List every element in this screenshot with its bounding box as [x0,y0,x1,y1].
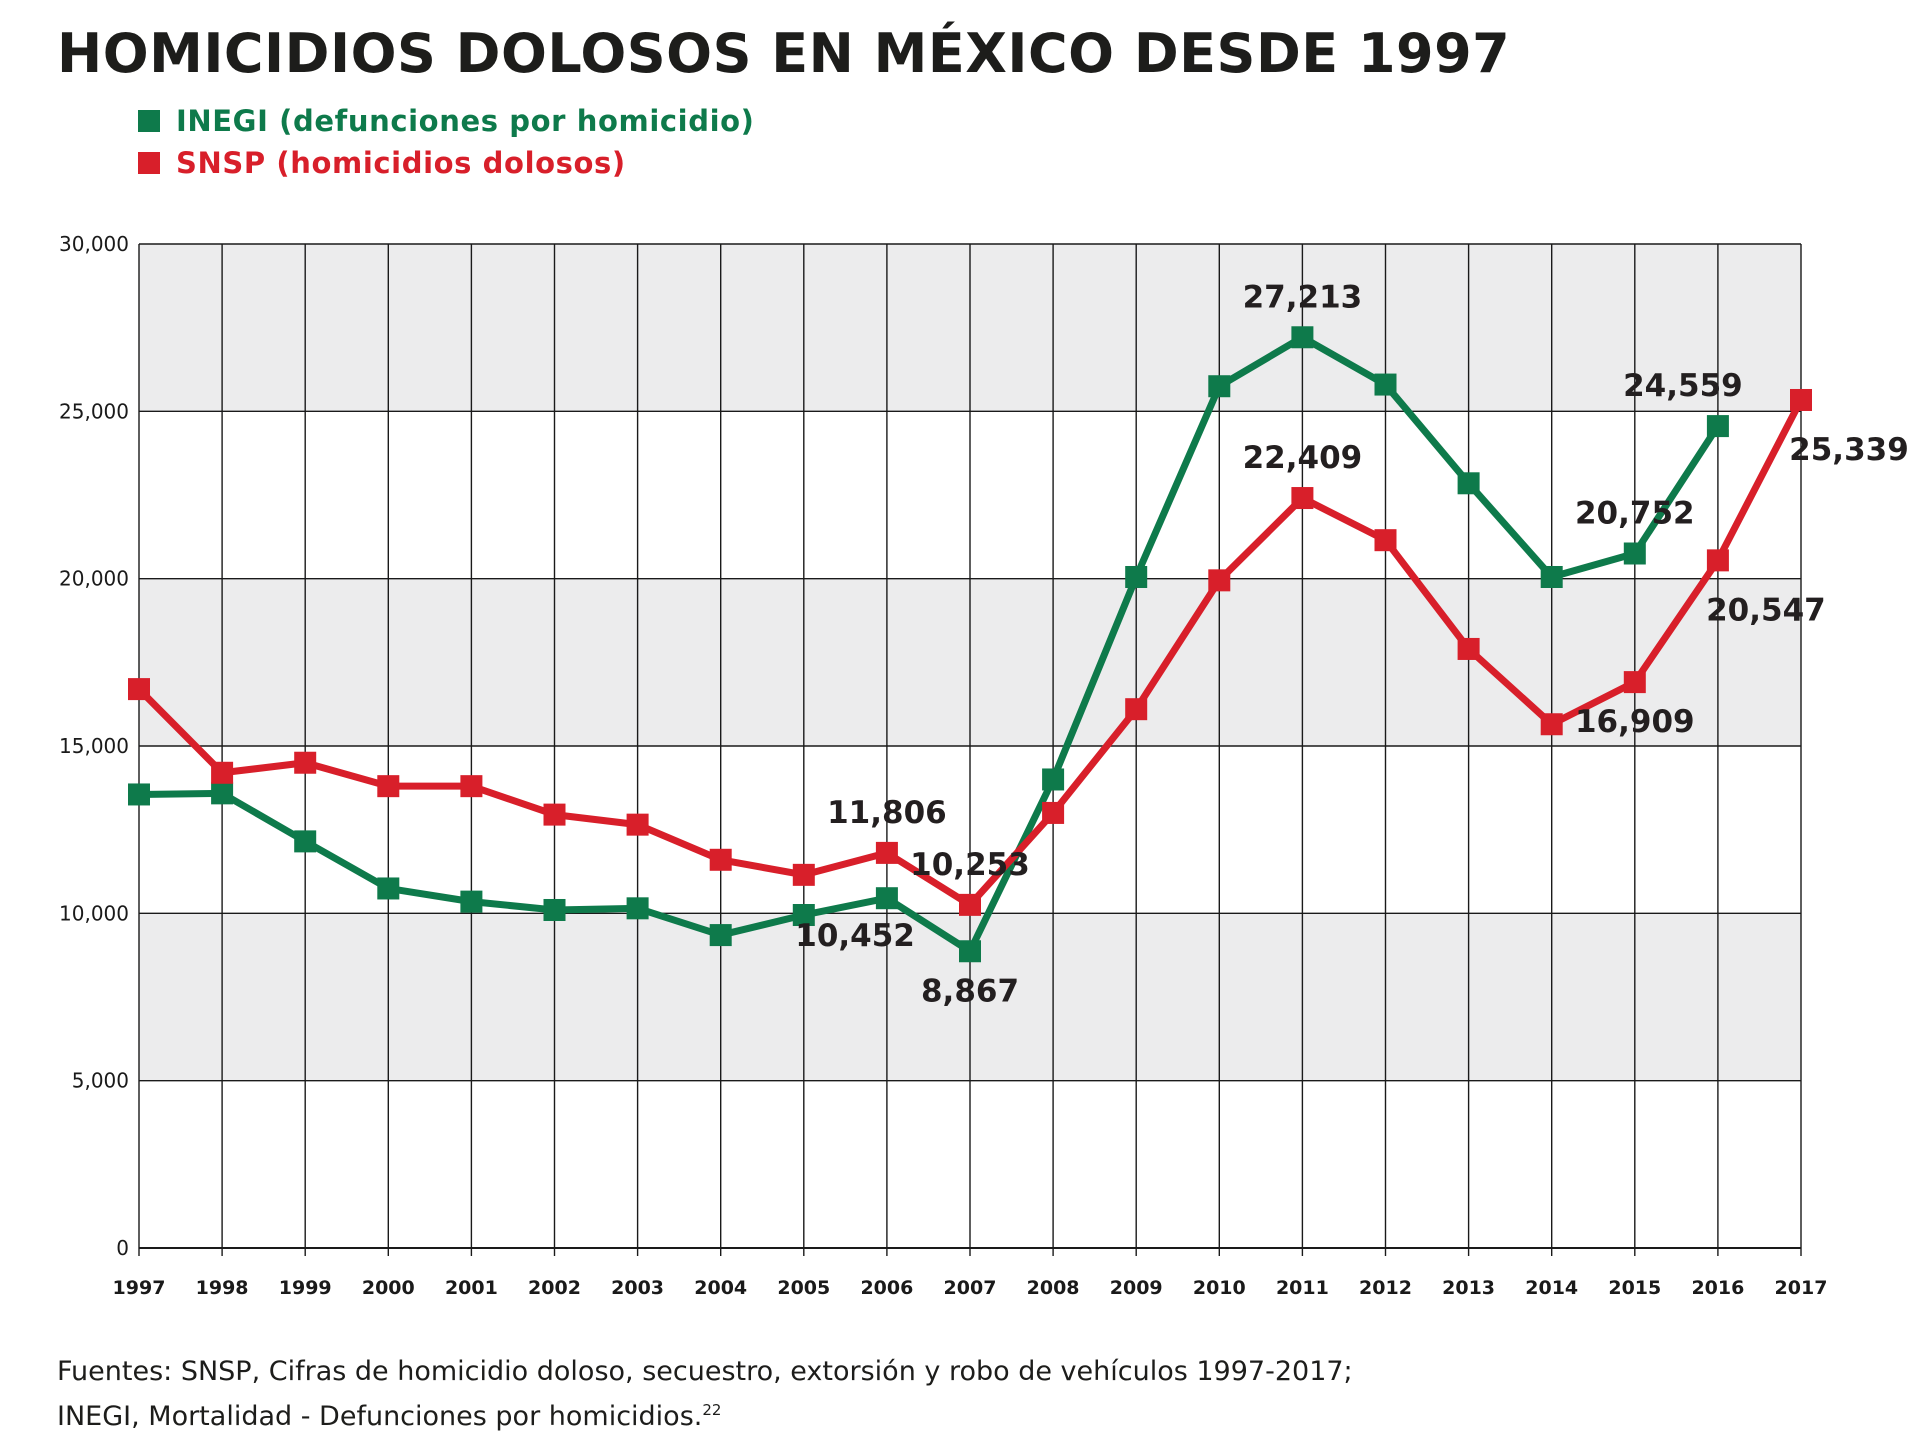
y-tick-label: 5,000 [72,1069,129,1093]
data-point-snsp [1125,698,1148,721]
data-label: 24,559 [1623,368,1743,404]
x-tick-label: 1998 [196,1277,249,1299]
data-point-snsp [1042,801,1065,824]
data-point-snsp [626,813,649,836]
legend-item-inegi: INEGI (defunciones por homicidio) [138,100,755,142]
data-label: 10,452 [795,918,915,954]
y-tick-label: 0 [116,1236,129,1260]
x-tick-label: 2004 [694,1277,747,1299]
data-point-inegi [709,924,732,947]
data-point-snsp [875,841,898,864]
x-tick-label: 2016 [1691,1277,1744,1299]
data-point-inegi [211,782,234,805]
x-tick-label: 2014 [1525,1277,1578,1299]
data-point-snsp [1790,388,1812,411]
y-tick-label: 30,000 [59,232,129,256]
x-tick-label: 2005 [777,1277,830,1299]
data-label: 20,547 [1706,592,1826,628]
legend: INEGI (defunciones por homicidio) SNSP (… [138,100,755,184]
data-point-inegi [543,898,566,921]
x-tick-label: 2012 [1359,1277,1412,1299]
data-label: 16,909 [1575,704,1695,740]
x-tick-label: 2003 [611,1277,664,1299]
data-point-inegi [875,887,898,910]
data-label: 22,409 [1243,440,1363,476]
data-point-inegi [959,940,981,963]
x-tick-label: 1997 [113,1277,166,1299]
data-point-inegi [1623,542,1646,565]
data-point-snsp [709,848,732,871]
data-point-snsp [959,893,981,916]
footnote-marker: 22 [702,1401,722,1419]
data-point-snsp [1457,637,1480,660]
data-point-inegi [792,904,815,927]
legend-swatch-inegi [138,110,160,132]
x-tick-label: 2013 [1442,1277,1495,1299]
x-tick-label: 2008 [1027,1277,1080,1299]
data-point-inegi [1374,373,1397,396]
x-tick-label: 2000 [362,1277,415,1299]
x-tick-label: 2009 [1110,1277,1163,1299]
data-point-snsp [1540,713,1563,736]
data-point-snsp [792,863,815,886]
data-label: 10,253 [910,847,1030,883]
data-point-snsp [1706,549,1729,572]
data-point-inegi [1457,472,1480,495]
data-point-inegi [1208,375,1231,398]
data-label: 20,752 [1575,495,1695,531]
x-tick-label: 2017 [1775,1277,1828,1299]
data-point-snsp [1208,569,1231,592]
data-point-snsp [1291,487,1314,510]
x-tick-label: 2015 [1608,1277,1661,1299]
data-point-snsp [460,775,483,798]
y-tick-label: 15,000 [59,734,129,758]
legend-item-snsp: SNSP (homicidios dolosos) [138,142,755,184]
data-point-snsp [543,803,566,826]
x-tick-label: 2001 [445,1277,498,1299]
x-tick-label: 2011 [1276,1277,1329,1299]
legend-label-inegi: INEGI (defunciones por homicidio) [176,104,755,138]
data-point-inegi [1125,565,1148,588]
chart-title: HOMICIDIOS DOLOSOS EN MÉXICO DESDE 1997 [57,22,1511,85]
data-point-inegi [1291,326,1314,349]
x-tick-label: 2010 [1193,1277,1246,1299]
x-tick-label: 2006 [860,1277,913,1299]
sources-line-2: INEGI, Mortalidad - Defunciones por homi… [57,1391,1353,1436]
data-point-inegi [128,783,150,806]
data-point-inegi [294,830,317,853]
legend-label-snsp: SNSP (homicidios dolosos) [176,146,626,180]
sources-line-1: Fuentes: SNSP, Cifras de homicidio dolos… [57,1356,1353,1387]
data-point-inegi [1540,565,1563,588]
data-label: 8,867 [921,973,1019,1009]
x-tick-label: 2002 [528,1277,581,1299]
data-point-snsp [1374,529,1397,552]
data-point-snsp [294,751,317,774]
line-chart: 0 5,000 10,000 15,000 20,000 25,000 30,000 1997… [59,232,1909,1299]
data-label: 27,213 [1243,279,1363,315]
data-point-snsp [128,678,150,701]
data-point-inegi [1706,415,1729,438]
data-point-snsp [211,761,234,784]
data-point-snsp [377,775,400,798]
data-point-inegi [1042,768,1065,791]
x-tick-label: 2007 [944,1277,997,1299]
y-tick-label: 25,000 [59,399,129,423]
y-tick-label: 10,000 [59,901,129,925]
data-label: 11,806 [827,795,947,831]
data-point-inegi [626,897,649,920]
data-label: 25,339 [1789,432,1909,468]
y-tick-label: 20,000 [59,567,129,591]
series-line-inegi [138,333,1721,955]
data-point-inegi [377,877,400,900]
legend-swatch-snsp [138,152,160,174]
x-tick-label: 1999 [279,1277,332,1299]
data-point-inegi [460,890,483,913]
data-point-snsp [1623,671,1646,694]
sources-line-2-text: INEGI, Mortalidad - Defunciones por homi… [57,1401,703,1432]
sources-note: Fuentes: SNSP, Cifras de homicidio dolos… [57,1353,1353,1436]
